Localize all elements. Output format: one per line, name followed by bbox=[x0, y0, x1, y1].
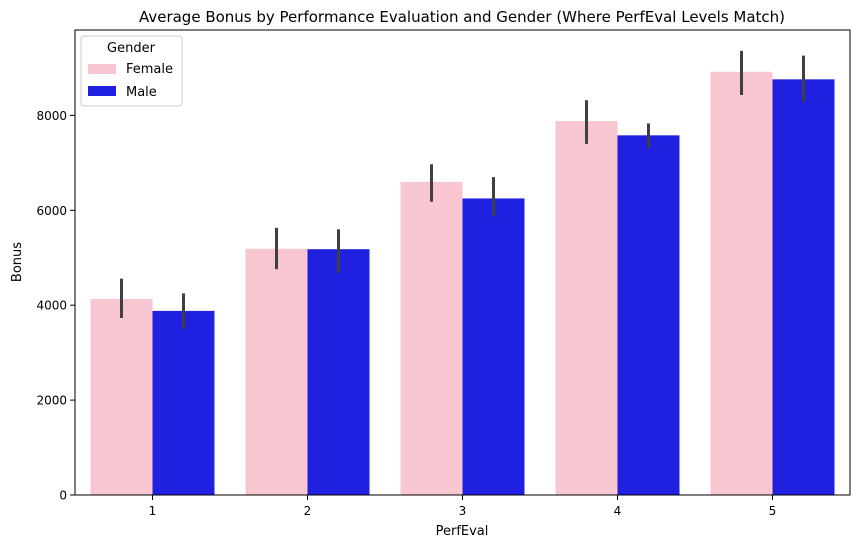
legend-label-male: Male bbox=[126, 85, 157, 100]
bar-female-5 bbox=[710, 71, 773, 496]
legend-title: Gender bbox=[107, 41, 156, 56]
legend-swatch-male bbox=[88, 86, 116, 96]
x-tick-label: 4 bbox=[614, 504, 622, 518]
y-axis-label: Bonus bbox=[10, 242, 25, 282]
bar-female-3 bbox=[400, 181, 463, 495]
y-tick-label: 0 bbox=[59, 489, 67, 503]
legend: Gender Female Male bbox=[80, 35, 183, 107]
x-tick-label: 3 bbox=[459, 504, 467, 518]
y-tick-label: 2000 bbox=[36, 394, 67, 408]
x-tick-label: 2 bbox=[304, 504, 312, 518]
y-tick-label: 4000 bbox=[36, 299, 67, 313]
legend-label-female: Female bbox=[126, 62, 173, 77]
bar-female-4 bbox=[555, 121, 618, 495]
bar-male-5 bbox=[772, 79, 835, 496]
bar-male-3 bbox=[462, 198, 525, 495]
bar-male-4 bbox=[617, 135, 680, 495]
plot-area: 0 2000 4000 6000 8000 1 2 3 4 5 bbox=[36, 50, 835, 518]
x-axis-label: PerfEval bbox=[436, 524, 489, 539]
plot-frame bbox=[74, 29, 851, 496]
y-tick-label: 8000 bbox=[36, 109, 67, 123]
x-tick-label: 1 bbox=[149, 504, 157, 518]
bar-female-1 bbox=[90, 299, 153, 495]
chart-title: Average Bonus by Performance Evaluation … bbox=[139, 8, 785, 26]
y-tick-label: 6000 bbox=[36, 204, 67, 218]
legend-swatch-female bbox=[88, 64, 116, 74]
bar-male-2 bbox=[307, 249, 370, 495]
bar-male-1 bbox=[152, 310, 215, 495]
x-tick-label: 5 bbox=[769, 504, 777, 518]
bar-female-2 bbox=[245, 248, 308, 495]
